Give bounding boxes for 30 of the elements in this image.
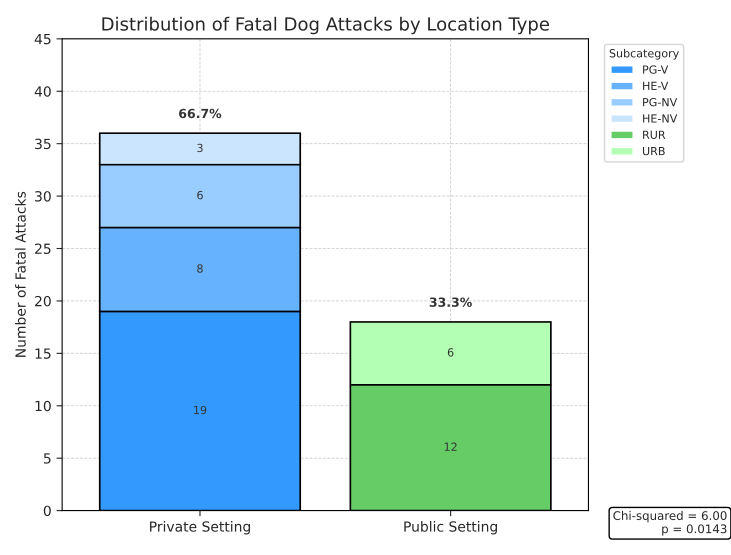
x-tick-label: Private Setting xyxy=(150,521,250,534)
y-tick-label: 35 xyxy=(35,138,51,150)
legend-label: HE-V xyxy=(643,82,668,90)
legend-title: Subcategory xyxy=(610,48,679,60)
data-label: 19 xyxy=(194,406,206,414)
legend-label: URB xyxy=(642,147,665,156)
legend-label: RUR xyxy=(643,130,666,139)
annotation: 66.7% xyxy=(179,108,222,118)
y-tick-label: 20 xyxy=(35,296,51,306)
legend-label: HE-NV xyxy=(643,114,678,123)
legend-label: PG-NV xyxy=(643,98,678,106)
y-tick-label: 40 xyxy=(34,86,51,97)
annotation: 33.3% xyxy=(430,297,472,307)
data-label: 8 xyxy=(197,264,203,273)
legend-label: PG-V xyxy=(643,65,668,74)
text: Chi-squared = 6.00 p = 0.0143 xyxy=(613,510,727,536)
y-tick-label: 0 xyxy=(44,506,51,516)
y-tick-label: 5 xyxy=(44,453,51,464)
y-tick-label: 25 xyxy=(35,243,51,254)
y-axis-title: Number of Fatal Attacks xyxy=(15,192,26,357)
data-label: 12 xyxy=(444,442,457,451)
y-tick-label: 10 xyxy=(36,400,51,412)
data-label: 6 xyxy=(448,348,454,357)
data-label: 3 xyxy=(197,144,203,152)
y-tick-label: 45 xyxy=(34,34,51,44)
y-tick-label: 15 xyxy=(36,348,51,359)
y-tick-label: 30 xyxy=(35,191,51,202)
data-label: 6 xyxy=(197,190,203,200)
chart-title: Distribution of Fatal Dog Attacks by Location Type xyxy=(102,16,549,34)
x-tick-label: Public Setting xyxy=(404,521,497,534)
